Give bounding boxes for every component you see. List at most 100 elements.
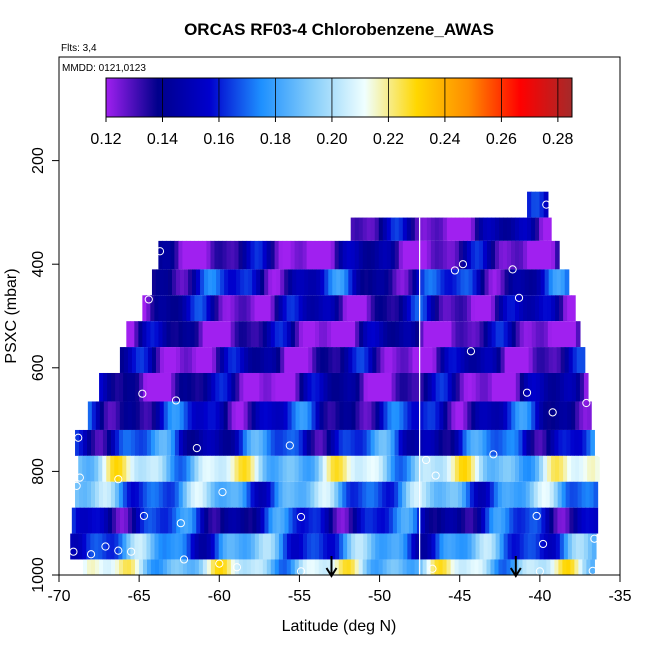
heatmap-cell: [306, 240, 312, 270]
heatmap-cell: [430, 217, 436, 241]
heatmap-cell: [502, 295, 508, 322]
heatmap-cell: [461, 481, 467, 508]
heatmap-cell: [146, 481, 152, 508]
heatmap-cell: [114, 481, 120, 508]
heatmap-cell: [298, 455, 304, 482]
heatmap-cell: [540, 269, 546, 296]
heatmap-cell: [476, 347, 482, 373]
heatmap-cell: [478, 429, 484, 456]
heatmap-cell: [300, 269, 305, 296]
heatmap-cell: [162, 481, 168, 508]
heatmap-cell: [398, 240, 404, 270]
heatmap-cell: [232, 269, 237, 296]
heatmap-cell: [198, 481, 204, 508]
sample-point: [590, 534, 599, 543]
heatmap-cell: [351, 401, 357, 430]
heatmap-cell: [258, 533, 264, 560]
heatmap-cell: [392, 269, 398, 296]
heatmap-cell: [339, 321, 344, 348]
heatmap-cell: [290, 295, 296, 322]
heatmap-cell: [299, 401, 305, 430]
heatmap-cell: [99, 372, 104, 402]
heatmap-cell: [214, 429, 220, 456]
heatmap-cell: [462, 455, 468, 482]
heatmap-cell: [394, 240, 400, 270]
heatmap-cell: [547, 240, 552, 270]
heatmap-cell: [210, 321, 216, 348]
heatmap-cell: [354, 295, 360, 322]
heatmap-cell: [586, 429, 591, 456]
heatmap-cell: [170, 429, 176, 456]
heatmap-cell: [442, 455, 448, 482]
heatmap-cell: [466, 559, 472, 575]
heatmap-cell: [503, 321, 509, 348]
heatmap-cell: [318, 295, 324, 322]
heatmap-cell: [91, 429, 96, 456]
heatmap-cell: [390, 559, 396, 575]
heatmap-cell: [110, 455, 115, 482]
heatmap-cell: [585, 507, 591, 534]
heatmap-cell: [320, 347, 325, 373]
heatmap-cell: [582, 429, 587, 456]
heatmap-cell: [163, 372, 168, 402]
heatmap-cell: [267, 372, 272, 402]
heatmap-cell: [575, 372, 581, 402]
heatmap-cell: [335, 321, 340, 348]
heatmap-cell: [244, 269, 249, 296]
heatmap-cell: [498, 455, 504, 482]
heatmap-cell: [555, 372, 561, 402]
heatmap-cell: [442, 295, 448, 322]
heatmap-cell: [307, 401, 313, 430]
heatmap-cell: [218, 240, 224, 270]
heatmap-cell: [344, 269, 349, 296]
heatmap-cell: [589, 481, 595, 508]
heatmap-cell: [174, 481, 180, 508]
heatmap-cell: [98, 429, 104, 456]
heatmap-cell: [486, 429, 492, 456]
heatmap-cell: [315, 372, 321, 402]
heatmap-cell: [218, 429, 224, 456]
heatmap-cell: [147, 372, 152, 402]
heatmap-cell: [282, 481, 288, 508]
heatmap-cell: [428, 347, 434, 373]
heatmap-cell: [552, 347, 558, 373]
heatmap-cell: [355, 372, 361, 402]
heatmap-cell: [527, 401, 532, 430]
heatmap-cell: [115, 401, 121, 430]
heatmap-cell: [503, 401, 508, 430]
heatmap-cell: [384, 347, 389, 373]
heatmap-cell: [310, 429, 316, 456]
heatmap-cell: [434, 559, 440, 575]
heatmap-cell: [226, 481, 232, 508]
heatmap-cell: [288, 507, 294, 534]
heatmap-cell: [103, 507, 109, 534]
heatmap-cell: [318, 429, 324, 456]
heatmap-cell: [390, 217, 396, 241]
heatmap-cell: [314, 429, 320, 456]
sample-point: [428, 564, 437, 573]
heatmap-cell: [511, 321, 517, 348]
heatmap-cell: [202, 429, 208, 456]
heatmap-cell: [468, 347, 474, 373]
heatmap-cell: [471, 321, 477, 348]
heatmap-cell: [212, 269, 217, 296]
heatmap-cell: [214, 295, 220, 322]
heatmap-cell: [527, 533, 533, 560]
heatmap-cell: [240, 347, 245, 373]
heatmap-cell: [206, 481, 212, 508]
heatmap-cell: [298, 533, 304, 560]
heatmap-cell: [454, 429, 460, 456]
heatmap-cell: [95, 559, 100, 575]
heatmap-cell: [515, 295, 520, 322]
heatmap-cell: [215, 372, 220, 402]
heatmap-cell: [499, 533, 505, 560]
heatmap-cell: [114, 429, 120, 456]
heatmap-cell: [370, 240, 376, 270]
heatmap-cell: [551, 372, 557, 402]
heatmap-cell: [400, 347, 406, 373]
heatmap-cell: [302, 429, 308, 456]
heatmap-cell: [591, 533, 597, 560]
heatmap-cell: [471, 533, 477, 560]
heatmap-cell: [188, 507, 193, 534]
heatmap-cell: [326, 295, 332, 322]
